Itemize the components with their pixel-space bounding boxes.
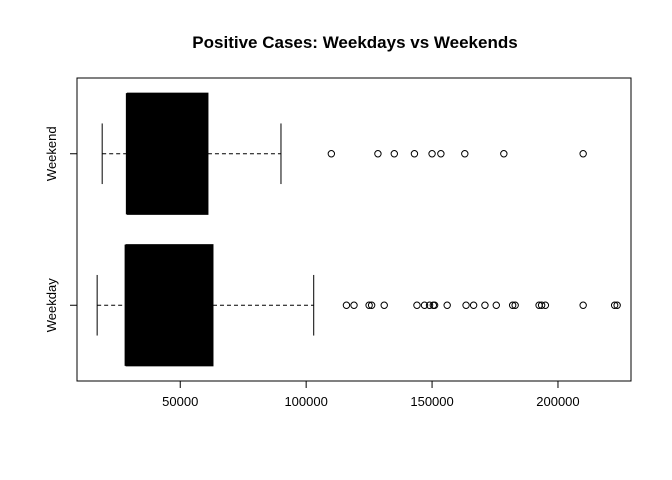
outlier-point [537, 301, 546, 309]
outlier-point [541, 301, 550, 309]
outlier-point [367, 301, 376, 309]
outlier-point [350, 301, 358, 309]
outlier-point [500, 150, 508, 158]
boxes-layer [96, 92, 621, 367]
y-tick-label: Weekend [44, 126, 59, 181]
x-tick-label: 100000 [284, 394, 327, 409]
outlier-point [579, 301, 587, 309]
outlier-point [428, 150, 436, 158]
outlier-point [443, 301, 451, 309]
outlier-point [410, 150, 419, 158]
outlier-point [461, 150, 469, 158]
outlier-point [425, 301, 434, 309]
y-axis: Weekday Weekend [44, 126, 78, 332]
box-iqr [125, 244, 214, 367]
outlier-point [462, 301, 470, 309]
outlier-point [365, 301, 373, 309]
outlier-point [508, 301, 517, 309]
outlier-point [437, 150, 445, 158]
outlier-point [327, 150, 336, 158]
x-axis: 50000 100000 150000 200000 [162, 380, 580, 409]
outlier-point [342, 301, 351, 309]
outlier-point [481, 301, 489, 309]
outlier-point [420, 301, 429, 309]
outlier-point [430, 301, 439, 309]
box-iqr [126, 92, 209, 215]
outlier-point [613, 301, 621, 309]
x-tick-label: 50000 [162, 394, 198, 409]
outlier-point [380, 301, 388, 309]
outlier-point [390, 150, 398, 158]
outlier-point [413, 301, 421, 309]
outlier-point [511, 301, 519, 309]
outlier-point [579, 150, 587, 158]
box-weekday [96, 244, 621, 367]
x-tick-label: 150000 [410, 394, 453, 409]
x-tick-label: 200000 [536, 394, 579, 409]
chart-title: Positive Cases: Weekdays vs Weekends [192, 33, 517, 52]
outlier-point [469, 301, 478, 309]
y-tick-label: Weekday [44, 278, 59, 332]
outlier-point [374, 150, 382, 158]
outlier-point [492, 301, 500, 309]
outlier-point [610, 301, 619, 309]
box-weekend [101, 92, 587, 215]
